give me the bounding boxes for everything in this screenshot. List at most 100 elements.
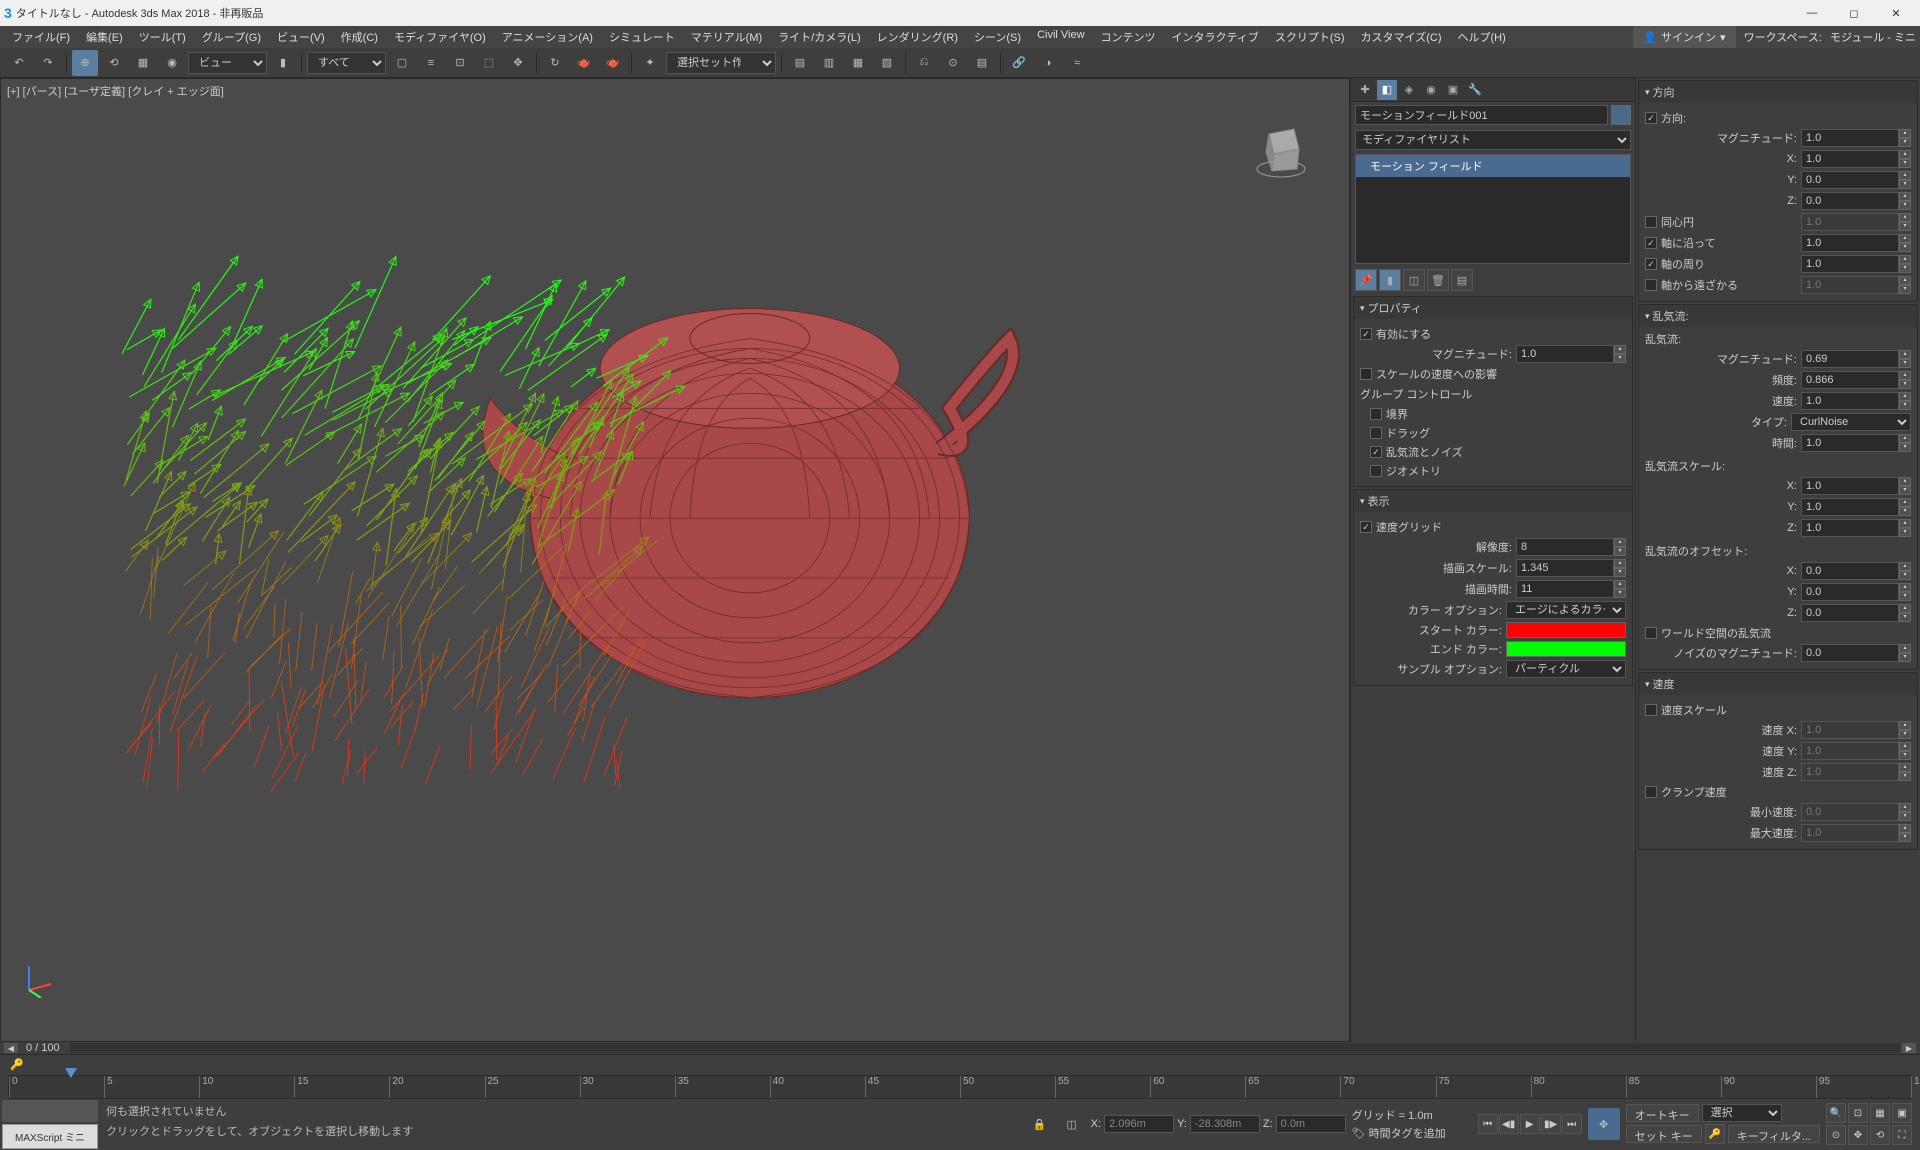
turb-freq-spinner[interactable] [1801,371,1899,389]
hierarchy-tab[interactable]: ◈ [1399,80,1419,100]
timeline-ruler[interactable]: 0510152025303540455055606570758085909510… [8,1075,1912,1099]
end-color-swatch[interactable] [1506,641,1626,657]
around-axis-check[interactable] [1645,258,1657,270]
world-space-check[interactable] [1645,627,1657,639]
keyfilter-button[interactable]: キーフィルタ... [1728,1125,1820,1143]
curve-editor-button[interactable]: ▧ [874,50,900,76]
modifier-item[interactable]: モーション フィールド [1356,155,1630,177]
autokey-button[interactable]: オートキー [1626,1104,1699,1122]
away-axis-check[interactable] [1645,279,1657,291]
lock-button[interactable]: 🔒 [1027,1111,1053,1137]
turb-oy-spinner[interactable] [1801,583,1899,601]
link-button[interactable]: 🔗 [1006,50,1032,76]
viewport[interactable]: [+] [パース] [ユーザ定義] [クレイ + エッジ面] [0,78,1350,1042]
render-setup-button[interactable]: ≈ [1064,50,1090,76]
turb-magnitude-spinner[interactable] [1801,350,1899,368]
menu-item[interactable]: 作成(C) [333,26,386,48]
goto-end-button[interactable]: ⏭ [1562,1114,1582,1134]
boundary-check[interactable] [1370,408,1382,420]
key-icon-button[interactable]: 🔑 [1705,1124,1725,1144]
sample-option-select[interactable]: パーティクル [1506,660,1626,678]
drag-check[interactable] [1370,427,1382,439]
dir-y-spinner[interactable] [1801,171,1899,189]
selection-set-dropdown[interactable]: 選択セット作成 [666,52,776,74]
show-end-result-button[interactable]: ▮ [1379,269,1401,291]
teapot2-icon[interactable]: 🫖 [600,50,626,76]
nav-zoom-all-button[interactable]: ▦ [1870,1103,1890,1123]
turb-sx-spinner[interactable] [1801,477,1899,495]
selection-window-button[interactable]: ≡ [418,50,444,76]
material-button[interactable]: ◉ [159,50,185,76]
next-frame-button[interactable]: ▮▶ [1541,1114,1561,1134]
clamp-check[interactable] [1645,786,1657,798]
unlink-button[interactable]: ⟲ [101,50,127,76]
scale-velocity-check[interactable] [1360,368,1372,380]
maxscript-button[interactable]: MAXScript ミニ [2,1124,98,1149]
modifier-list-dropdown[interactable]: モディファイヤリスト [1355,130,1631,150]
modify-tab[interactable]: ◧ [1377,80,1397,100]
menu-item[interactable]: コンテンツ [1093,26,1164,48]
rotate-button[interactable]: ↻ [542,50,568,76]
utilities-tab[interactable]: 🔧 [1465,80,1485,100]
turb-sz-spinner[interactable] [1801,519,1899,537]
enable-check[interactable] [1360,328,1372,340]
coord-z-input[interactable] [1276,1115,1346,1133]
teapot1-icon[interactable]: 🫖 [571,50,597,76]
magic-wand-button[interactable]: ✦ [637,50,663,76]
select-button[interactable]: ⬚ [476,50,502,76]
menu-item[interactable]: 編集(E) [78,26,131,48]
remove-modifier-button[interactable]: 🗑 [1427,269,1449,291]
start-color-swatch[interactable] [1506,622,1626,638]
menu-item[interactable]: モディファイヤ(O) [386,26,494,48]
along-axis-spinner[interactable] [1801,234,1899,252]
menu-item[interactable]: マテリアル(M) [683,26,770,48]
motion-tab[interactable]: ◉ [1421,80,1441,100]
select-link-button[interactable]: ⊕ [72,50,98,76]
menu-item[interactable]: グループ(G) [194,26,269,48]
menu-item[interactable]: アニメーション(A) [494,26,601,48]
key-mode-button[interactable]: ✥ [1588,1108,1620,1140]
layer-button[interactable]: ▦ [845,50,871,76]
geometry-check[interactable] [1370,465,1382,477]
draw-scale-spinner[interactable] [1516,559,1614,577]
display-tab[interactable]: ▣ [1443,80,1463,100]
draw-time-spinner[interactable] [1516,580,1614,598]
align-button[interactable]: ▥ [816,50,842,76]
scroll-right-button[interactable]: ▶ [1902,1043,1916,1053]
create-tab[interactable]: ✚ [1355,80,1375,100]
nav-zoom-button[interactable]: ⊡ [1848,1103,1868,1123]
nav-fov-button[interactable]: ▣ [1892,1103,1912,1123]
isolate-button[interactable]: ◫ [1059,1111,1085,1137]
menu-item[interactable]: シーン(S) [966,26,1029,48]
menu-item[interactable]: ヘルプ(H) [1450,26,1514,48]
menu-item[interactable]: インタラクティブ [1164,26,1267,48]
scroll-left-button[interactable]: ◀ [4,1043,18,1053]
turb-ox-spinner[interactable] [1801,562,1899,580]
maximize-button[interactable]: ◻ [1834,2,1874,24]
viewport-label[interactable]: [+] [パース] [ユーザ定義] [クレイ + エッジ面] [7,83,224,99]
object-color-swatch[interactable] [1611,105,1631,125]
bind-spacewarp-button[interactable]: ▦ [130,50,156,76]
goto-start-button[interactable]: ⏮ [1478,1114,1498,1134]
concentric-check[interactable] [1645,216,1657,228]
nav-max-button[interactable]: ⛶ [1892,1125,1912,1145]
menu-item[interactable]: シミュレート [601,26,683,48]
close-button[interactable]: ✕ [1876,2,1916,24]
make-unique-button[interactable]: ◫ [1403,269,1425,291]
resolution-spinner[interactable] [1516,538,1614,556]
along-axis-check[interactable] [1645,237,1657,249]
menu-item[interactable]: Civil View [1029,26,1092,48]
prev-frame-button[interactable]: ◀▮ [1499,1114,1519,1134]
direction-check[interactable] [1645,112,1657,124]
key-mode-icon[interactable]: 🔑 [10,1058,24,1071]
direction-header[interactable]: 方向 [1639,81,1917,103]
turbulence-header[interactable]: 乱気流: [1639,305,1917,327]
color-option-select[interactable]: エージによるカラー割り当て [1506,601,1626,619]
dir-magnitude-spinner[interactable] [1801,129,1899,147]
dir-x-spinner[interactable] [1801,150,1899,168]
properties-header[interactable]: プロパティ [1354,297,1632,319]
nav-walk-button[interactable]: ⟲ [1870,1125,1890,1145]
time-slider[interactable] [65,1068,77,1080]
viewcube[interactable] [1249,119,1309,179]
view-dropdown[interactable]: ビュー [188,52,267,74]
